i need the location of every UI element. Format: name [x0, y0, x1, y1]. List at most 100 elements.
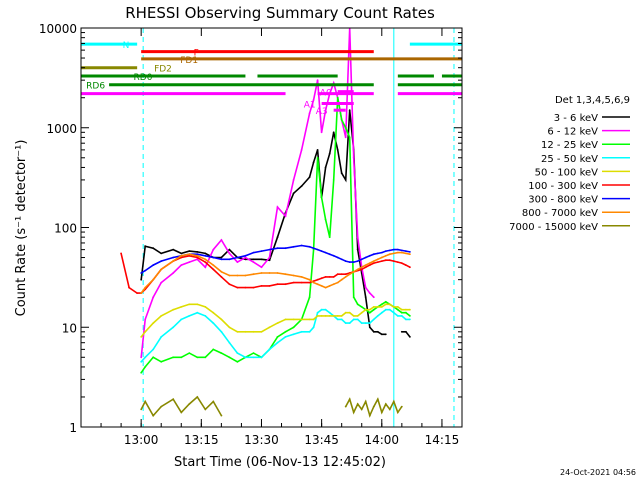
- data-point: [140, 356, 143, 359]
- data-point: [144, 400, 147, 403]
- data-point: [388, 408, 391, 411]
- data-point: [144, 366, 147, 368]
- data-point: [316, 283, 319, 286]
- data-point: [276, 236, 279, 239]
- data-point: [409, 315, 411, 317]
- data-point: [384, 403, 387, 405]
- data-point: [160, 260, 163, 262]
- data-point: [188, 303, 191, 306]
- data-point: [236, 352, 239, 354]
- data-point: [396, 306, 399, 308]
- data-point: [276, 272, 279, 274]
- data-point: [212, 248, 215, 251]
- data-point: [324, 276, 327, 278]
- data-point: [244, 274, 247, 277]
- data-point: [364, 296, 367, 299]
- data-point: [188, 315, 191, 317]
- data-point: [204, 261, 207, 263]
- data-point: [140, 292, 143, 294]
- data-point: [228, 248, 231, 251]
- legend-label: 50 - 100 keV: [535, 167, 599, 178]
- data-point: [268, 285, 271, 287]
- data-point: [260, 272, 263, 274]
- flag-label: A0: [320, 89, 332, 99]
- data-point: [260, 266, 263, 269]
- data-point: [372, 260, 375, 262]
- data-point: [196, 311, 199, 314]
- data-point: [292, 281, 295, 284]
- data-point: [336, 149, 339, 151]
- data-point: [352, 270, 355, 273]
- data-point: [332, 283, 335, 286]
- data-point: [368, 264, 371, 266]
- flag-label: A1: [304, 101, 316, 111]
- data-point: [409, 253, 411, 256]
- timestamp: 24-Oct-2021 04:56: [560, 468, 636, 477]
- data-point: [160, 281, 163, 284]
- data-point: [152, 296, 155, 299]
- legend-title: Det 1,3,4,5,6,9: [555, 95, 630, 106]
- data-point: [196, 253, 199, 256]
- data-point: [344, 273, 347, 276]
- data-point: [340, 273, 343, 276]
- data-point: [212, 322, 215, 324]
- data-point: [284, 330, 287, 333]
- data-point: [260, 356, 263, 359]
- flag-label: RD0: [134, 73, 153, 83]
- data-point: [372, 330, 375, 333]
- data-point: [364, 286, 367, 289]
- data-point: [368, 308, 371, 311]
- data-point: [308, 176, 311, 179]
- data-point: [356, 315, 359, 317]
- data-point: [180, 356, 183, 359]
- data-point: [344, 136, 347, 139]
- legend-label: 25 - 50 keV: [541, 154, 598, 165]
- data-point: [212, 400, 215, 403]
- legend-label: 100 - 300 keV: [528, 181, 598, 192]
- data-point: [212, 311, 215, 314]
- data-point: [388, 303, 391, 306]
- data-point: [312, 99, 315, 101]
- data-point: [409, 251, 411, 253]
- data-point: [372, 253, 375, 256]
- data-point: [140, 408, 143, 411]
- data-point: [356, 248, 359, 251]
- data-point: [364, 400, 367, 403]
- data-point: [284, 336, 287, 338]
- data-point: [144, 245, 147, 248]
- data-point: [360, 258, 363, 261]
- data-point: [196, 251, 199, 253]
- data-point: [316, 278, 319, 281]
- data-point: [204, 258, 207, 261]
- data-point: [252, 261, 255, 263]
- data-point: [384, 303, 387, 306]
- data-point: [236, 286, 239, 289]
- data-point: [188, 250, 191, 253]
- data-point: [324, 251, 327, 254]
- data-point: [340, 119, 343, 121]
- data-point: [360, 408, 363, 411]
- data-point: [380, 260, 383, 262]
- data-point: [400, 311, 403, 314]
- data-point: [268, 272, 271, 274]
- y-axis-label: Count Rate (s⁻¹ detector⁻¹): [14, 140, 29, 317]
- data-point: [204, 252, 207, 255]
- data-point: [400, 330, 403, 333]
- data-point: [316, 248, 319, 251]
- data-point: [244, 258, 247, 261]
- data-point: [336, 318, 339, 321]
- data-point: [220, 258, 223, 261]
- data-point: [292, 318, 295, 321]
- data-point: [236, 256, 239, 259]
- data-point: [236, 330, 239, 333]
- data-point: [368, 292, 371, 294]
- data-point: [308, 112, 311, 115]
- data-point: [140, 360, 143, 363]
- data-point: [376, 330, 379, 333]
- legend-label: 3 - 6 keV: [554, 113, 598, 124]
- data-point: [348, 398, 351, 401]
- data-point: [276, 322, 279, 324]
- data-point: [308, 296, 311, 299]
- data-point: [152, 264, 155, 266]
